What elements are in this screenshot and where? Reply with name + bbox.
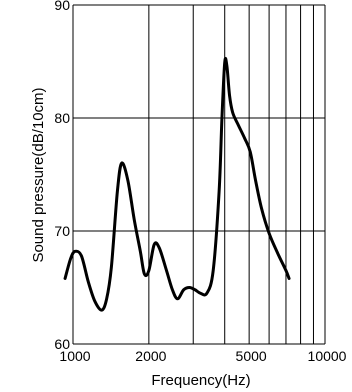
x-axis-label: Frequency(Hz) xyxy=(151,372,250,389)
y-tick-label-90: 90 xyxy=(54,0,70,13)
sound-pressure-curve xyxy=(63,56,291,312)
x-tick-label-2000: 2000 xyxy=(135,348,166,364)
y-tick-label-70: 70 xyxy=(54,223,70,239)
y-axis-label: Sound pressure(dB/10cm) xyxy=(30,87,47,262)
y-tick-label-60: 60 xyxy=(54,336,70,352)
y-tick-labels: 60 70 80 90 xyxy=(54,0,70,352)
x-tick-labels: 1000 2000 5000 10000 xyxy=(59,348,346,364)
x-tick-label-1000: 1000 xyxy=(59,348,90,364)
y-tick-label-80: 80 xyxy=(54,110,70,126)
x-tick-label-5000: 5000 xyxy=(236,348,267,364)
x-tick-label-10000: 10000 xyxy=(308,348,347,364)
